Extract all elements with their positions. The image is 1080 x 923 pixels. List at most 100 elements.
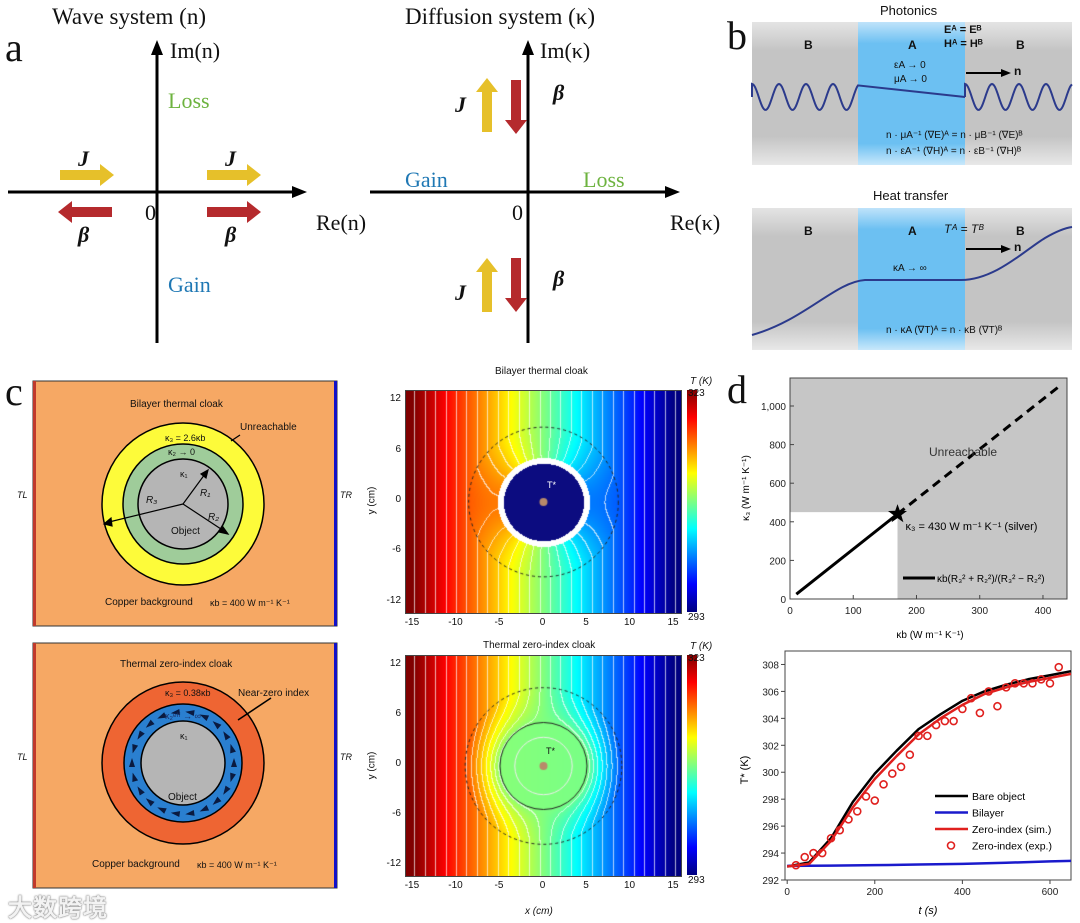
y-tick-label: 1,000 [761, 402, 786, 413]
wave-system-title: Wave system (n) [52, 4, 206, 29]
photonics-wave [751, 82, 1073, 111]
heat-temperature-profile [751, 226, 1073, 336]
bilayer-object-label: Object [171, 526, 200, 537]
map2-marker-label: T* [546, 746, 555, 756]
x-tick-label: 0 [787, 606, 793, 617]
data-point-exp [984, 687, 993, 696]
y-tick-label: 6 [395, 443, 401, 455]
data-point-exp [993, 701, 1002, 711]
wave-origin-label: 0 [145, 200, 156, 225]
region-label: Unreachable [929, 445, 997, 459]
data-point-exp [1001, 683, 1011, 692]
circulation-arrows [129, 708, 237, 818]
y-tick-label: -12 [386, 858, 401, 869]
heat-bc: Tᴬ = Tᴮ [944, 222, 984, 236]
data-point-exp [931, 720, 941, 730]
y-tick-label: 0 [780, 595, 786, 606]
x-tick-label: -10 [448, 617, 463, 628]
y-tick-label: 12 [389, 658, 401, 669]
r3-label: R₃ [146, 495, 158, 506]
unreachable-region [790, 378, 1067, 599]
legend-label: Bare object [972, 791, 1025, 803]
zero-index-temperature-map [405, 655, 682, 877]
diffusion-axes [370, 40, 680, 343]
r1-label: R₁ [200, 488, 211, 499]
photonics-epsilon: εA → 0 [894, 60, 926, 71]
flow-arrow [230, 772, 236, 783]
data-point-exp [852, 806, 862, 816]
flow-arrow [170, 811, 181, 818]
data-point-exp [958, 704, 967, 714]
x-tick-label: 100 [845, 606, 862, 617]
flow-arrow [185, 710, 195, 717]
map2-title: Thermal zero-index cloak [483, 640, 596, 651]
diffusion-beta-label-2: β [553, 266, 565, 291]
j-arrow-right-1 [60, 164, 114, 186]
x-tick-label: 15 [667, 880, 679, 891]
bilayer-tl: TL [17, 490, 28, 500]
heat-kappa: κA → ∞ [893, 263, 927, 274]
photonics-bc-e: Eᴬ = Eᴮ [944, 24, 982, 36]
y-tick-label: -6 [392, 544, 401, 556]
map2-colorbar [687, 655, 697, 875]
data-point-exp [826, 833, 836, 843]
j-arrow-up-2 [476, 258, 498, 312]
y-axis-label: T* (K) [739, 756, 751, 785]
y-tick-label: 292 [762, 876, 779, 887]
diffusion-system-title: Diffusion system (κ) [405, 4, 596, 29]
series-line-bare-object [786, 669, 1072, 868]
flow-arrow [223, 785, 231, 795]
watermark: 大数跨境 [8, 895, 108, 922]
zero-index-tr: TR [340, 752, 352, 762]
x-tick-label: 0 [539, 617, 546, 628]
legend-label: Zero-index (sim.) [972, 824, 1051, 836]
diffusion-gain-label: Gain [405, 167, 448, 192]
photonics-n-label: n [1014, 64, 1022, 78]
beta-arrow-down-2 [505, 258, 527, 312]
photonics-eq-2: n · εA⁻¹ (∇H)ᴬ = n · εB⁻¹ (∇H)ᴮ [886, 146, 1022, 157]
diffusion-im-label: Im(κ) [540, 38, 591, 63]
j-arrow-up-1 [476, 78, 498, 132]
panel-label-b: b [727, 13, 747, 58]
beta-arrow-down-1 [505, 80, 527, 134]
zero-index-title: Thermal zero-index cloak [120, 659, 233, 670]
plot-frame [784, 650, 1072, 881]
x-tick-label: 400 [954, 887, 971, 898]
y-axis-label: κ₃ (W m⁻¹ K⁻¹) [741, 455, 752, 521]
data-point-exp [949, 716, 958, 726]
photonics-eq-1: n · μA⁻¹ (∇E)ᴬ = n · μB⁻¹ (∇E)ᴮ [886, 130, 1023, 141]
x-tick-label: -15 [404, 880, 420, 891]
flow-arrow [185, 809, 195, 816]
y-tick-label: 304 [762, 714, 779, 725]
map2-cbar-max: 323 [688, 653, 705, 664]
hot-boundary [33, 381, 36, 626]
r2-label: R₂ [208, 512, 220, 523]
wave-loss-label: Loss [168, 88, 210, 113]
heat-b-right: B [1016, 224, 1025, 238]
data-point-exp [861, 792, 871, 801]
map2-ylabel: y (cm) [366, 751, 378, 780]
flow-arrow [212, 721, 222, 730]
map1-cbar-min: 293 [688, 612, 705, 623]
y-tick-label: 200 [769, 556, 786, 567]
wave-im-label: Im(n) [170, 38, 221, 63]
flow-arrow [212, 796, 222, 805]
photonics-a: A [908, 38, 917, 52]
data-point-exp [791, 860, 801, 870]
series-line-zero-index-sim- [787, 672, 1072, 868]
x-tick-label: 300 [971, 606, 988, 617]
bilayer-title: Bilayer thermal cloak [130, 399, 223, 410]
flow-arrow [137, 730, 145, 740]
unreachable-label: Unreachable [240, 422, 297, 433]
photonics-medium-a [858, 22, 965, 165]
diffusion-j-label-2: J [455, 280, 466, 305]
data-point-exp [879, 780, 888, 789]
data-point-exp [817, 848, 827, 858]
series-line-solid [795, 512, 899, 596]
flow-arrow [137, 786, 145, 796]
y-tick-label: 6 [395, 708, 401, 719]
diffusion-loss-label: Loss [583, 167, 625, 192]
x-tick-label: 15 [667, 617, 679, 628]
x-tick-label: 400 [1035, 606, 1052, 617]
x-tick-label: 600 [1042, 887, 1059, 898]
